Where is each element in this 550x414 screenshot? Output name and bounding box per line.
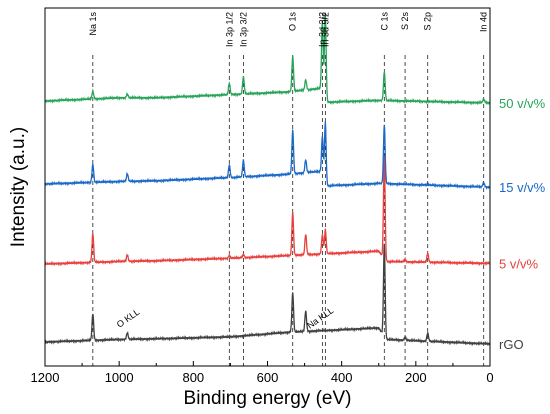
peak-label: C 1s [379,12,389,31]
series-line [44,121,491,191]
annotation-label: Na KLL [305,305,335,330]
series-line [44,243,491,347]
series-label: rGO [499,337,524,352]
peak-label: In 3p 3/2 [238,12,248,47]
peak-label: In 4d [479,12,489,32]
y-axis-title: Intensity (a.u.) [8,127,29,247]
x-axis-title: Binding energy (eV) [184,388,352,409]
x-tick-label: 200 [405,370,427,385]
peak-label: Na 1s [88,12,98,36]
series-label: 5 v/v% [499,256,538,271]
peak-label: In 3d 3/2 [317,12,327,47]
series-line [44,156,491,267]
x-axis-ticks: 1200 1000 800 600 400 200 0 [31,361,494,385]
annotation-label: O KLL [115,307,142,330]
series-line [44,12,491,106]
peak-label: In 3p 1/2 [224,12,234,47]
x-tick-label: 1200 [31,370,60,385]
series-labels: rGO 5 v/v% 15 v/v% 50 v/v% [499,96,546,352]
peak-label: O 1s [288,12,298,32]
peak-label: S 2s [400,12,410,31]
x-tick-label: 400 [331,370,353,385]
series-label: 50 v/v% [499,96,546,111]
x-tick-label: 800 [182,370,204,385]
x-tick-label: 0 [486,370,493,385]
x-tick-label: 1000 [105,370,134,385]
peak-label: S 2p [423,12,433,31]
reference-lines [92,55,485,366]
plot-frame [44,7,491,367]
spectra [44,12,491,347]
peak-labels: Na 1s In 3p 1/2 In 3p 3/2 O 1s In 3d 3/2In 3… [88,12,489,331]
peak-label: In 3d 5/2 [320,12,330,47]
series-label: 15 v/v% [499,180,546,195]
x-tick-label: 600 [257,370,279,385]
